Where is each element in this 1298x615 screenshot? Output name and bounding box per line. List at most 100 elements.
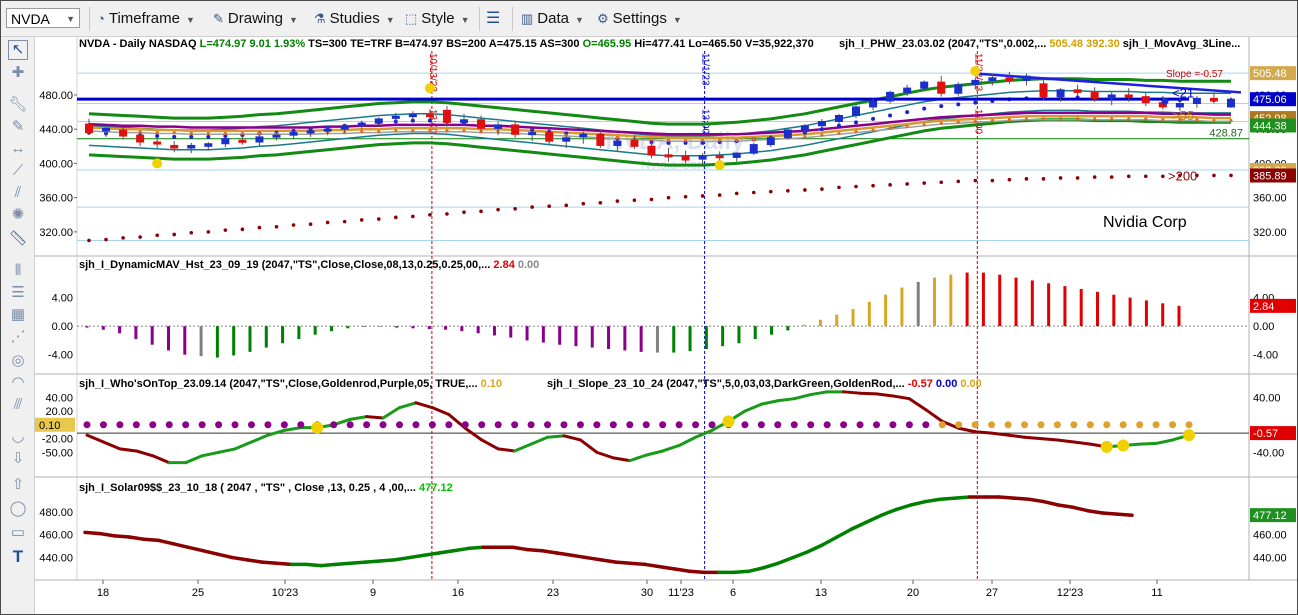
gann-icon[interactable]: ✺ [11,206,25,223]
ma55-dot [683,138,688,142]
price-study-labels: sjh_I_PHW_23.03.02 (2047,"TS",0.002,... … [839,38,1240,50]
ma200-dot [1092,175,1097,179]
slope-segment [1072,440,1092,446]
horizontal-arrows-icon[interactable]: ↔ [10,140,26,157]
x-tick-label: 12'23 [1057,587,1084,599]
ma200-dot [308,222,313,226]
ma200-dot [1195,173,1199,178]
whos-on-top-dot [511,421,519,429]
ma200-dot [1161,174,1165,179]
ma55-dot [905,125,909,129]
whos-on-top-dot [626,421,634,429]
ma55-dot [1127,117,1131,121]
whos-on-top-dot [1169,421,1177,429]
ma55-dot [1041,117,1046,121]
settings-menu[interactable]: ⚙ Settings ▼ [597,9,682,29]
price-title-part: A=475.15 [486,38,537,50]
osc-y-tick-left: -20.00 [42,434,73,446]
chart-area[interactable]: 320.00320.00360.00360.00400.00400.00440.… [35,37,1297,614]
price-badge [1250,118,1296,133]
whos-on-top-dot [297,421,305,429]
whos-on-top-dot [461,421,469,429]
ma21-dot [206,134,211,139]
osc-title: sjh_I_Who'sOnTop_23.09.14 (2047,"TS",Clo… [79,378,502,390]
pencil-icon[interactable]: ✎ [11,118,25,135]
slope-segment [85,433,105,444]
whos-on-top-dot [231,421,239,429]
candle-body [221,138,230,145]
solar-badge-text: 477.12 [1253,510,1287,522]
price-y-tick-right: 320.00 [1253,227,1287,239]
data-menu[interactable]: ▥ Data ▼ [521,9,584,29]
style-menu[interactable]: ⬚ Style ▼ [405,9,470,29]
studies-menu[interactable]: ⚗ Studies ▼ [314,9,395,29]
osc-y-tick-left: 20.00 [45,406,73,418]
ellipse-icon[interactable]: ◯ [9,500,27,517]
toolbar-divider [479,7,480,31]
ma200-dot [394,215,398,220]
solar-y-tick-left: 480.00 [39,507,73,519]
ma21-dot [836,123,841,128]
arc-icon[interactable]: ◠ [11,374,25,391]
crosshair-icon[interactable]: ✚ [11,64,25,81]
arrow-down-icon[interactable]: ⇩ [11,450,25,467]
chevron-down-icon: ▼ [66,14,75,24]
rectangle-icon[interactable]: ▭ [10,524,26,541]
symbol-input[interactable]: NVDA ▼ [6,8,80,28]
solar-segment [540,548,559,555]
fibonacci-icon[interactable]: ☰ [11,284,25,301]
symbol-value: NVDA [11,11,50,27]
price-y-tick-right: 360.00 [1253,193,1287,205]
whos-on-top-dot [807,421,815,429]
speed-lines-icon[interactable]: ⫻ [13,396,23,413]
ma200-dot [87,238,91,243]
solar-segment [1071,505,1090,513]
channel-icon[interactable]: ⫽ [14,184,22,201]
ma200-dot [1041,177,1046,181]
timeframe-menu[interactable]: ◔ Timeframe ▼ [97,9,195,29]
whos-on-top-dot [774,421,782,429]
x-tick-label: 16 [452,587,464,599]
slope-segment [184,454,204,465]
trend-line [975,72,1242,94]
text-tool-icon[interactable]: T [12,547,24,566]
ma200-dot [939,180,944,185]
price-badge [1250,168,1296,183]
slope-segment [463,426,484,442]
solar-segment [201,548,220,556]
candle-body [357,122,366,127]
osc-title2: sjh_I_Slope_23_10_24 (2047,"TS",5,0,03,0… [547,378,982,390]
spiral-icon[interactable]: ◎ [11,352,25,369]
slope-segment [809,390,829,397]
ma200-dot [683,194,688,199]
osc-left-badge-text: 0.10 [39,420,60,432]
layout-button[interactable]: ☰ [486,9,504,29]
trendline-icon[interactable]: ⟋ [12,162,24,179]
candle-body [1090,91,1099,99]
ma200-dot [411,214,415,219]
slope-segment [430,406,451,417]
solar-segment [1027,497,1046,504]
drawing-menu[interactable]: ✎ Drawing ▼ [213,9,298,29]
solar-title: sjh_I_Solar09$$_23_10_18 ( 2047 , "TS" ,… [79,482,453,494]
ma200-dot [530,205,534,209]
slope-segment [348,415,369,421]
arrow-up-icon[interactable]: ⇧ [11,476,25,493]
chevron-down-icon: ▼ [574,15,584,25]
cursor-icon[interactable]: ↖ [8,40,28,60]
ma200-dot [206,230,211,234]
solar-segment [761,561,780,570]
solar-segment [186,545,205,553]
vertical-lines-icon[interactable]: ⦀ [14,262,22,279]
solar-segment [805,543,825,554]
price-title-part: AS=300 [537,38,580,50]
curve-icon[interactable]: ◡ [11,428,25,445]
candle-body [1124,94,1133,98]
support-level-label: 428.87 [1209,128,1243,140]
fan-icon[interactable]: ⋰ [10,328,26,345]
whos-on-top-dot [215,421,223,429]
ruler-icon[interactable]: 📏︎ [8,230,28,247]
price-title-part: Hi=477.41 [631,38,685,50]
wrench-icon[interactable]: 🔧︎ [8,96,28,113]
grid-icon[interactable]: ▦ [10,306,26,323]
